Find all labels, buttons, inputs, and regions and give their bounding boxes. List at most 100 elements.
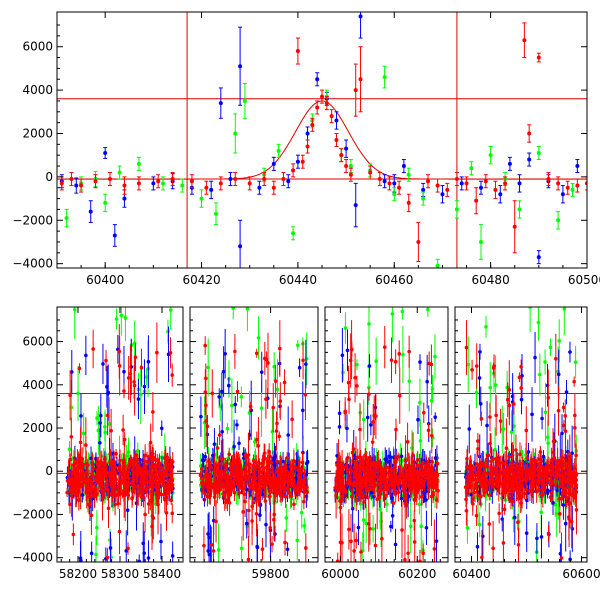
bottom-point (98, 421, 102, 425)
bottom-point (301, 358, 305, 363)
top-point (358, 14, 363, 19)
top-point (291, 231, 296, 236)
top-point (300, 159, 305, 164)
bottom-point (84, 490, 88, 494)
top-point (271, 161, 276, 166)
bottom-point (401, 352, 405, 357)
bottom-point (76, 486, 81, 491)
bottom-point (433, 415, 438, 419)
bottom-point (268, 454, 272, 459)
bottom-point (147, 472, 151, 477)
top-point (228, 177, 233, 182)
bottom-point (96, 428, 101, 433)
top-point (517, 181, 522, 186)
bottom-point (259, 406, 264, 410)
bottom-point (166, 472, 170, 477)
bottom-point (271, 405, 276, 410)
bottom-point (132, 458, 136, 462)
bottom-point (278, 464, 283, 469)
top-point (209, 187, 214, 192)
bottom-xtick-label: 58400 (143, 567, 181, 581)
bottom-point (114, 477, 118, 482)
bottom-point (300, 460, 305, 465)
bottom-point (212, 462, 217, 466)
bottom-point (123, 316, 128, 320)
top-point (503, 181, 508, 186)
bottom-point (72, 307, 77, 312)
bottom-point (292, 459, 296, 464)
bottom-point (433, 354, 437, 359)
bottom-point (290, 417, 294, 422)
top-model-curve (57, 100, 587, 180)
bottom-point (76, 391, 80, 396)
bottom-point (233, 349, 237, 354)
bottom-point (159, 492, 164, 497)
bottom-point (84, 443, 88, 447)
bottom-point (304, 362, 308, 366)
top-point (459, 181, 464, 186)
bottom-point (367, 322, 371, 326)
bottom-point (203, 343, 207, 348)
top-xtick-label: 60440 (279, 273, 317, 287)
bottom-point (295, 538, 300, 543)
bottom-point (296, 473, 301, 478)
bottom-point (385, 502, 389, 506)
bottom-point (87, 494, 91, 499)
bottom-point (275, 387, 280, 392)
bottom-point (373, 543, 378, 548)
bottom-point (86, 463, 90, 467)
top-point (189, 179, 194, 184)
bottom-point (167, 491, 171, 495)
bottom-point (107, 422, 112, 426)
bottom-point (89, 513, 94, 518)
bottom-point (68, 457, 73, 462)
bottom-point (257, 474, 261, 479)
bottom-point (122, 389, 126, 393)
bottom-point (136, 464, 140, 468)
bottom-point (129, 459, 133, 463)
bottom-point (270, 542, 274, 546)
bottom-point (352, 549, 356, 553)
bottom-point (125, 508, 130, 513)
top-point (435, 183, 440, 188)
bottom-point (290, 473, 294, 477)
bottom-point (283, 540, 287, 545)
top-panel: −4000 −2000 0 2000 4000 6000 60400 60420 60440 60… (12, 11, 600, 287)
top-point (479, 185, 483, 190)
bottom-point (283, 494, 288, 499)
bottom-point (226, 383, 231, 388)
bottom-point (132, 484, 137, 489)
bottom-point (136, 492, 141, 497)
bottom-point (337, 424, 342, 429)
bottom-point (133, 453, 138, 458)
bottom-point (251, 459, 256, 463)
bottom-point (143, 453, 147, 458)
bottom-point (299, 510, 304, 515)
top-point (170, 177, 175, 182)
bottom-point (421, 410, 426, 415)
bottom-point (168, 308, 173, 312)
bottom-point (99, 485, 104, 490)
bottom-point (122, 460, 127, 465)
bottom-point (118, 458, 122, 463)
bottom-point (170, 460, 175, 464)
bottom-point (78, 440, 83, 445)
bottom-point (122, 488, 126, 493)
top-point (435, 263, 440, 268)
bottom-point (104, 358, 108, 363)
bottom-point (89, 480, 94, 485)
bottom-xtick-label: 58300 (101, 567, 139, 581)
bottom-point (425, 379, 429, 384)
top-point (353, 88, 358, 93)
bottom-point (150, 514, 155, 518)
top-point (156, 179, 161, 184)
bottom-point (396, 490, 401, 495)
bottom-point (289, 494, 294, 498)
top-point (305, 131, 310, 136)
top-point (151, 181, 156, 186)
bottom-point (91, 474, 95, 478)
bottom-point (126, 493, 131, 498)
bottom-point (229, 481, 234, 486)
bottom-point (114, 317, 119, 321)
bottom-point (407, 379, 412, 384)
